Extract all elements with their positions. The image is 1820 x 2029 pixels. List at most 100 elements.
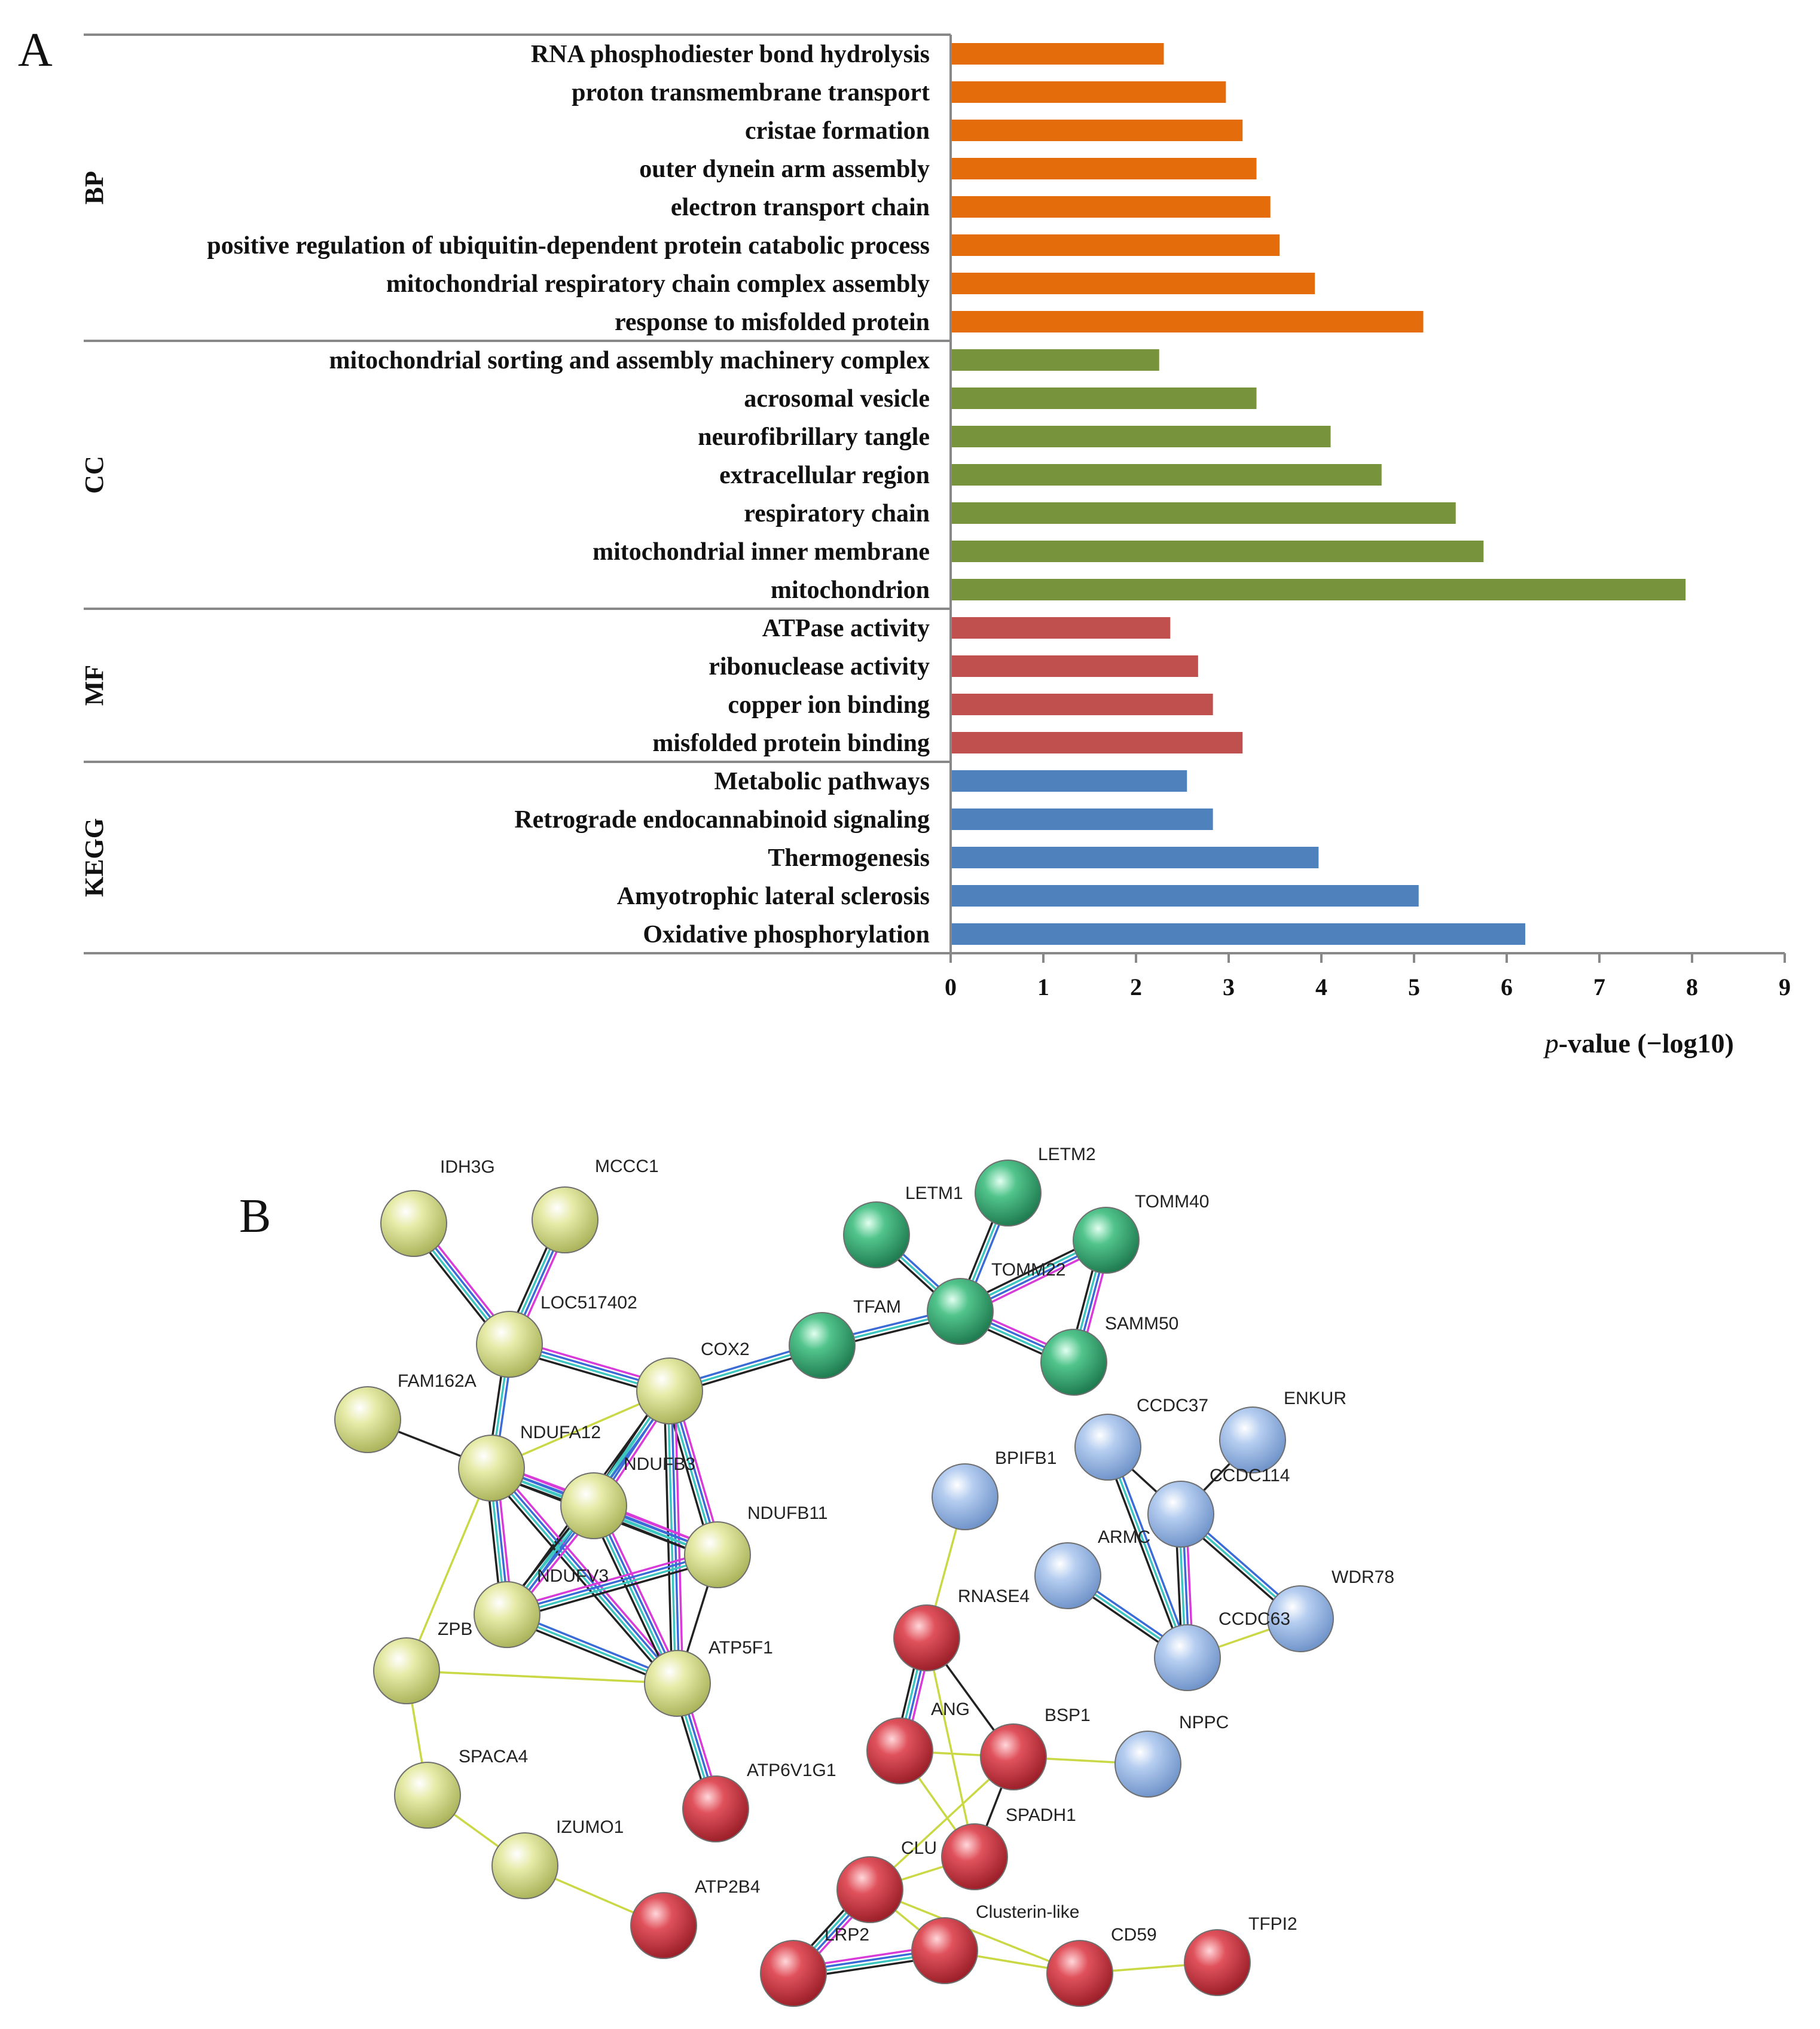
x-tick-label: 3 — [1223, 974, 1235, 1000]
network-node[interactable]: NDUFB11 — [684, 1503, 827, 1588]
term-label: electron transport chain — [671, 194, 930, 221]
node-sphere — [380, 1190, 447, 1257]
node-sphere — [760, 1940, 827, 2007]
node-label: ENKUR — [1284, 1389, 1346, 1408]
node-sphere — [644, 1650, 711, 1717]
network-edge — [489, 1468, 677, 1686]
node-sphere — [1147, 1481, 1214, 1548]
bar — [951, 847, 1319, 868]
network-node[interactable]: LETM1 — [843, 1183, 963, 1268]
x-tick-label: 2 — [1130, 974, 1142, 1000]
x-axis-label-rest: -value (−log10) — [1559, 1028, 1734, 1058]
x-tick-label: 4 — [1315, 974, 1327, 1000]
network-node[interactable]: ARMC — [1034, 1527, 1150, 1609]
network-node[interactable]: ENKUR — [1219, 1389, 1346, 1473]
bar — [951, 81, 1226, 103]
node-label: ZPB — [438, 1619, 472, 1639]
node-label: TFPI2 — [1248, 1914, 1297, 1934]
bar — [951, 426, 1331, 447]
network-node[interactable]: LRP2 — [760, 1925, 869, 2007]
network-node[interactable]: ZPB — [373, 1619, 472, 1704]
term-label: respiratory chain — [744, 500, 930, 527]
x-tick-label: 1 — [1037, 974, 1049, 1000]
network-node[interactable]: RNASE4 — [893, 1586, 1030, 1671]
network-node[interactable]: COX2 — [636, 1340, 750, 1424]
term-label: neurofibrillary tangle — [698, 423, 930, 451]
node-label: NPPC — [1179, 1713, 1229, 1732]
term-label: Thermogenesis — [768, 844, 930, 872]
network-node[interactable]: Clusterin-like — [911, 1902, 1079, 1984]
network-node[interactable]: NDUFV3 — [474, 1566, 609, 1648]
node-sphere — [532, 1186, 598, 1253]
x-tick-label: 7 — [1593, 974, 1605, 1000]
node-label: CLU — [901, 1838, 937, 1858]
term-label: mitochondrial respiratory chain complex … — [386, 270, 930, 298]
term-label: response to misfolded protein — [615, 309, 930, 336]
node-sphere — [893, 1604, 960, 1671]
network-node[interactable]: WDR78 — [1267, 1567, 1394, 1652]
network-node[interactable]: MCCC1 — [532, 1157, 659, 1253]
node-sphere — [980, 1723, 1047, 1790]
network-node[interactable]: TOMM40 — [1073, 1192, 1209, 1274]
network-node[interactable]: CCDC63 — [1154, 1609, 1290, 1691]
network-node[interactable]: ANG — [866, 1700, 970, 1784]
node-label: TFAM — [853, 1297, 901, 1317]
group-label: CC — [80, 456, 109, 494]
network-node[interactable]: LOC517402 — [476, 1293, 637, 1378]
network-edge — [491, 1466, 680, 1683]
network-node[interactable]: CD59 — [1046, 1925, 1157, 2007]
x-tick-label: 0 — [945, 974, 957, 1000]
bar — [951, 923, 1525, 945]
x-tick-label: 5 — [1408, 974, 1420, 1000]
network-node[interactable]: TFPI2 — [1184, 1914, 1297, 1996]
network-node[interactable]: CLU — [836, 1838, 937, 1923]
group-label: KEGG — [80, 818, 109, 897]
bar — [951, 196, 1271, 218]
node-sphere — [1073, 1207, 1140, 1274]
network-node[interactable]: BSP1 — [980, 1705, 1091, 1790]
node-label: FAM162A — [398, 1371, 477, 1391]
bar — [951, 120, 1243, 141]
network-edge — [507, 1555, 719, 1618]
network-node[interactable]: TFAM — [789, 1297, 901, 1379]
network-node[interactable]: BPIFB1 — [932, 1448, 1056, 1530]
bar — [951, 234, 1280, 256]
x-tick-label: 9 — [1779, 974, 1791, 1000]
network-node[interactable]: FAM162A — [334, 1371, 477, 1453]
node-sphere — [866, 1717, 933, 1784]
node-label: Clusterin-like — [976, 1902, 1079, 1922]
network-node[interactable]: SPACA4 — [394, 1747, 528, 1829]
term-label: mitochondrial sorting and assembly machi… — [329, 347, 930, 374]
network-nodes: IDH3G MCCC1 LOC517402 FAM162A COX2 NDUFA12 NDU… — [334, 1145, 1394, 2007]
network-node[interactable]: NDUFA12 — [458, 1423, 601, 1502]
term-label: Amyotrophic lateral sclerosis — [617, 883, 930, 910]
term-label: acrosomal vesicle — [744, 385, 930, 413]
network-node[interactable]: NDUFB3 — [560, 1454, 695, 1539]
node-sphere — [458, 1435, 525, 1502]
network-node[interactable]: LETM2 — [975, 1145, 1096, 1226]
network-node[interactable]: CCDC37 — [1074, 1396, 1208, 1481]
network-node[interactable]: ATP2B4 — [630, 1877, 761, 1959]
node-sphere — [682, 1775, 749, 1842]
bar — [951, 388, 1257, 409]
node-label: CCDC63 — [1219, 1609, 1290, 1629]
network-node[interactable]: SPADH1 — [941, 1805, 1076, 1890]
node-label: IDH3G — [440, 1157, 495, 1177]
node-label: NDUFA12 — [520, 1423, 601, 1442]
node-sphere — [843, 1201, 910, 1268]
node-label: ATP5F1 — [709, 1638, 773, 1658]
network-node[interactable]: ATP5F1 — [644, 1638, 773, 1717]
node-label: TOMM40 — [1135, 1192, 1209, 1212]
network-edge — [869, 1888, 1080, 1975]
network-node[interactable]: IDH3G — [380, 1157, 495, 1257]
network-edge — [508, 1558, 719, 1621]
network-node[interactable]: SAMM50 — [1040, 1314, 1178, 1396]
network-node[interactable]: ATP6V1G1 — [682, 1760, 836, 1842]
network-edge — [486, 1470, 674, 1688]
network-node[interactable]: NPPC — [1114, 1713, 1229, 1798]
network-node[interactable]: TOMM22 — [927, 1260, 1065, 1345]
panel-a-label: A — [18, 24, 53, 77]
panel-b-label: B — [239, 1190, 271, 1243]
network-node[interactable]: CCDC114 — [1147, 1466, 1290, 1548]
network-node[interactable]: IZUMO1 — [491, 1817, 624, 1899]
